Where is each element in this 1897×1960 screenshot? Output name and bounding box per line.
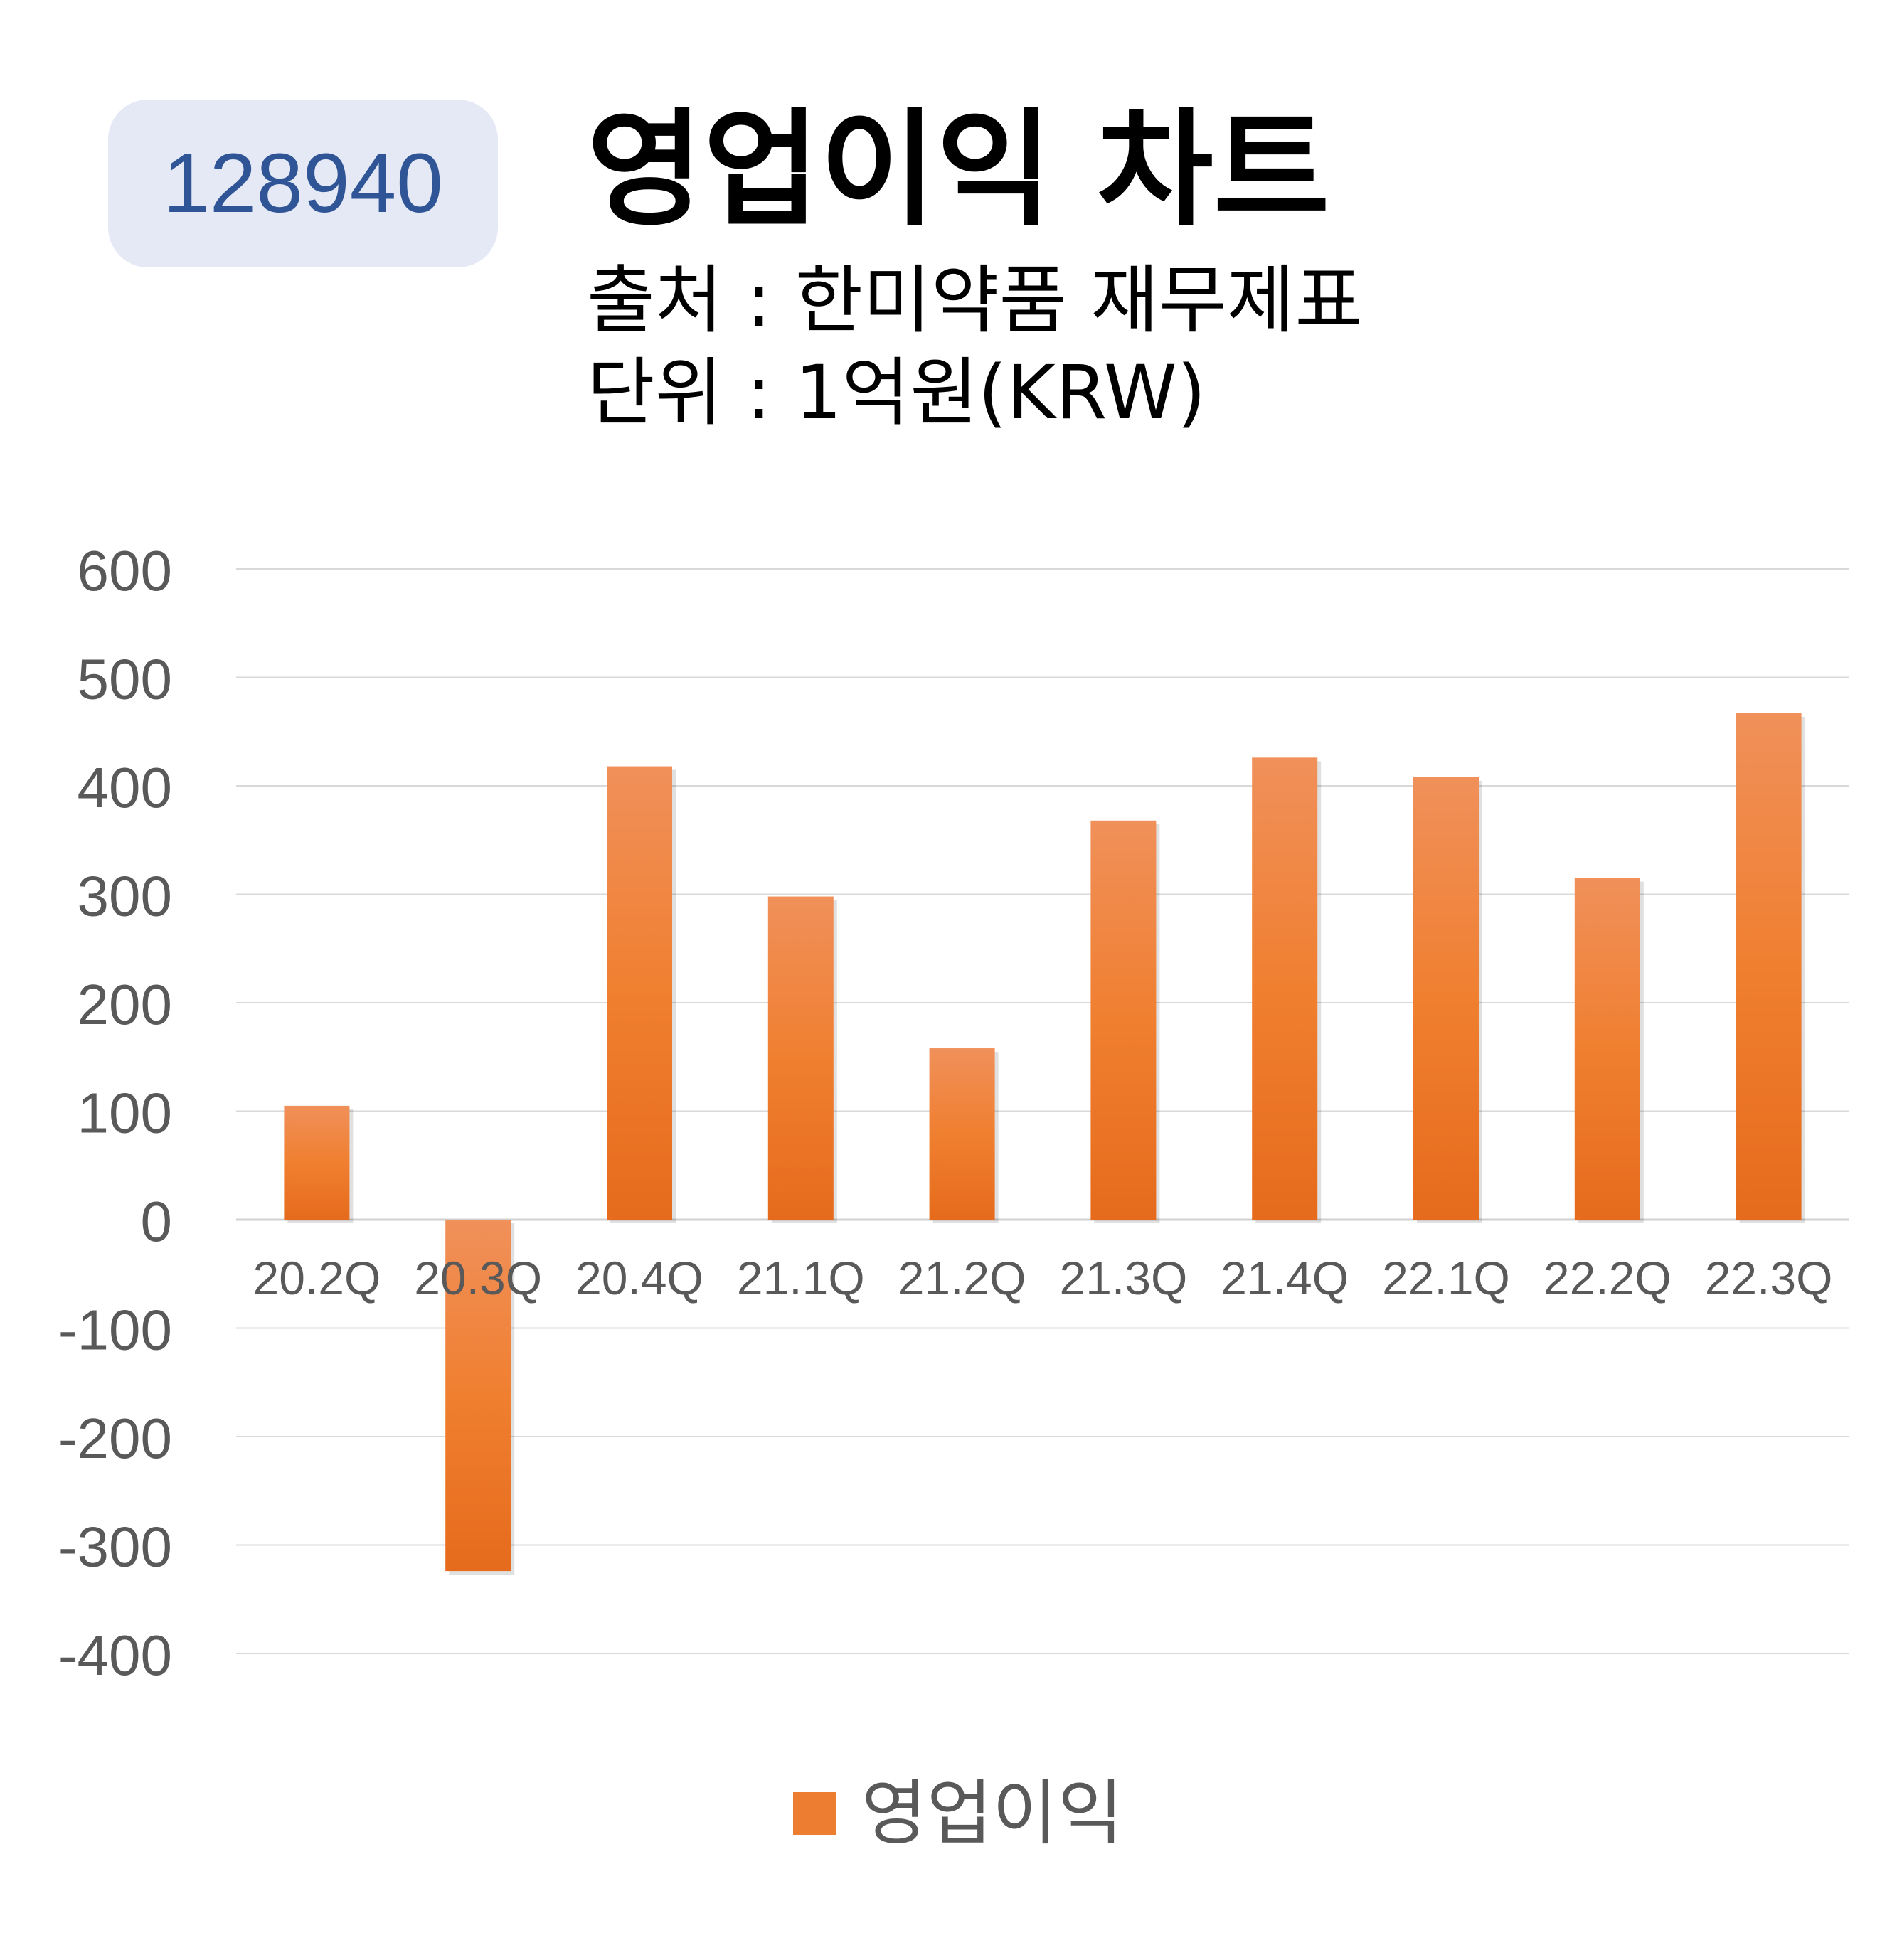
bar xyxy=(1736,713,1802,1220)
stock-code-badge: 128940 xyxy=(108,100,498,267)
y-tick-label: 600 xyxy=(78,539,172,602)
y-tick-label: 400 xyxy=(78,756,172,819)
y-tick-label: -200 xyxy=(58,1407,172,1470)
y-tick-label: 500 xyxy=(78,648,172,711)
x-tick-label: 21.4Q xyxy=(1221,1252,1349,1304)
y-tick-label: 200 xyxy=(78,973,172,1036)
x-tick-label: 21.2Q xyxy=(898,1252,1026,1304)
bar xyxy=(1413,777,1479,1220)
y-tick-label: -400 xyxy=(58,1624,172,1687)
legend-label: 영업이익 xyxy=(861,1772,1123,1855)
y-tick-label: -300 xyxy=(58,1516,172,1579)
legend: 영업이익 xyxy=(793,1778,1123,1849)
y-tick-label: 100 xyxy=(78,1082,172,1145)
source-line: 출처 : 한미약품 재무제표 xyxy=(587,257,1364,343)
bar xyxy=(607,766,672,1220)
x-tick-label: 22.2Q xyxy=(1543,1252,1672,1304)
unit-line: 단위 : 1억원(KRW) xyxy=(587,349,1206,436)
chart-title: 영업이익 차트 xyxy=(587,96,1330,243)
x-tick-label: 20.2Q xyxy=(253,1252,381,1304)
y-tick-label: -100 xyxy=(58,1299,172,1362)
x-tick-label: 20.3Q xyxy=(414,1252,542,1304)
x-tick-label: 21.1Q xyxy=(737,1252,865,1304)
bar xyxy=(1252,757,1318,1220)
legend-swatch xyxy=(793,1792,836,1835)
x-tick-label: 21.3Q xyxy=(1060,1252,1188,1304)
bar xyxy=(1090,820,1157,1220)
x-tick-label: 22.1Q xyxy=(1382,1252,1510,1304)
bar xyxy=(767,896,834,1220)
bar xyxy=(445,1220,511,1572)
y-tick-label: 300 xyxy=(78,865,172,928)
bar xyxy=(284,1105,350,1220)
bar xyxy=(929,1048,995,1220)
y-tick-label: 0 xyxy=(141,1190,173,1253)
x-tick-label: 22.3Q xyxy=(1705,1252,1833,1304)
bar xyxy=(1574,878,1640,1220)
x-tick-label: 20.4Q xyxy=(575,1252,703,1304)
